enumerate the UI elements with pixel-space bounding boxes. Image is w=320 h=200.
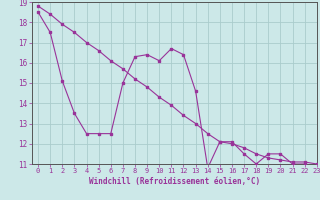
- X-axis label: Windchill (Refroidissement éolien,°C): Windchill (Refroidissement éolien,°C): [89, 177, 260, 186]
